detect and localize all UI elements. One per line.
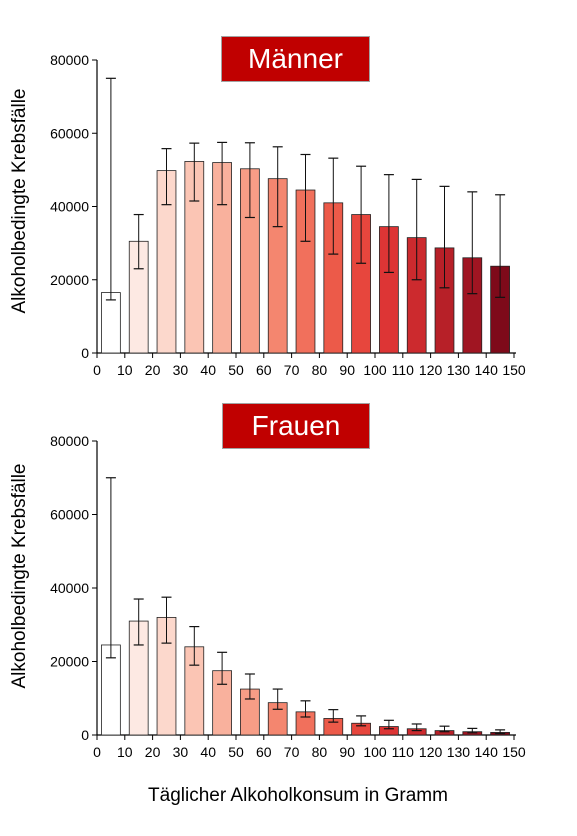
- x-tick-label: 20: [145, 744, 161, 760]
- y-tick-label: 40000: [50, 580, 89, 596]
- x-tick-label: 0: [93, 744, 101, 760]
- x-tick-label: 70: [284, 744, 300, 760]
- y-tick-label: 0: [81, 727, 89, 743]
- x-tick-label: 100: [363, 362, 387, 378]
- x-tick-label: 90: [339, 744, 355, 760]
- chart-title-frauen: Frauen: [222, 403, 370, 449]
- y-tick-label: 0: [81, 345, 89, 361]
- x-tick-label: 150: [502, 744, 526, 760]
- x-tick-label: 50: [228, 362, 244, 378]
- y-tick-label: 80000: [50, 433, 89, 449]
- x-tick-label: 50: [228, 744, 244, 760]
- x-tick-label: 120: [419, 362, 443, 378]
- bar: [101, 292, 121, 354]
- chart-maenner: 0 20000 40000 60000 80000 0 10 20 30 40 50 60 70 80 90…: [50, 52, 526, 378]
- x-tick-label: 10: [117, 744, 133, 760]
- y-tick-label: 60000: [50, 507, 89, 523]
- x-tick-label: 130: [447, 362, 471, 378]
- y-tick-label: 60000: [50, 125, 89, 141]
- x-tick-label: 150: [502, 362, 526, 378]
- x-tick-label: 40: [200, 744, 216, 760]
- x-tick-label: 30: [173, 744, 189, 760]
- y-tick-label: 20000: [50, 654, 89, 670]
- x-tick-label: 60: [256, 362, 272, 378]
- x-tick-label: 0: [93, 362, 101, 378]
- x-tick-label: 110: [392, 744, 415, 760]
- x-tick-label: 70: [284, 362, 300, 378]
- x-tick-label: 30: [173, 362, 189, 378]
- x-tick-label: 120: [419, 744, 443, 760]
- x-tick-label: 140: [475, 362, 499, 378]
- y-tick-label: 40000: [50, 199, 89, 215]
- x-tick-label: 60: [256, 744, 272, 760]
- x-tick-label: 140: [475, 744, 499, 760]
- x-tick-label: 100: [363, 744, 387, 760]
- x-tick-label: 110: [392, 362, 415, 378]
- x-tick-label: 130: [447, 744, 471, 760]
- x-tick-label: 20: [145, 362, 161, 378]
- y-tick-label: 20000: [50, 272, 89, 288]
- chart-frauen: 0 20000 40000 60000 80000 0 10 20 30 40 50 60 70 80 90…: [50, 433, 526, 760]
- x-axis-label: Täglicher Alkoholkonsum in Gramm: [148, 785, 448, 806]
- bar: [101, 644, 121, 736]
- chart-title-maenner: Männer: [221, 36, 370, 82]
- x-tick-label: 40: [200, 362, 216, 378]
- x-tick-label: 10: [117, 362, 133, 378]
- x-tick-label: 80: [312, 362, 328, 378]
- y-tick-label: 80000: [50, 52, 89, 68]
- x-tick-label: 80: [312, 744, 328, 760]
- x-tick-label: 90: [339, 362, 355, 378]
